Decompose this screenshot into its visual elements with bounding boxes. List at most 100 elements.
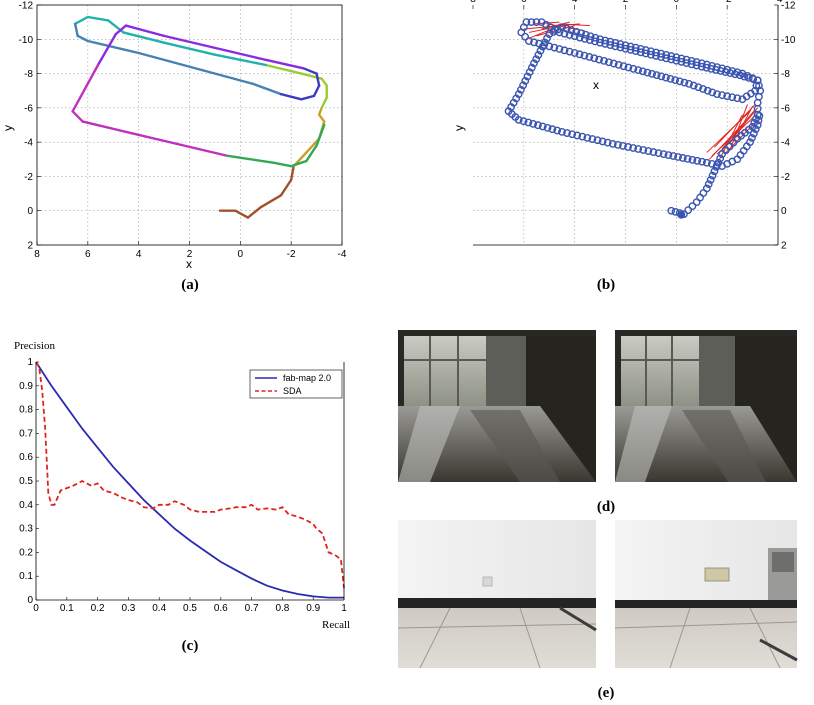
pose-marker <box>682 55 691 64</box>
photo-pair-e: (e) <box>397 520 798 701</box>
pose-marker <box>553 126 562 135</box>
trajectory-segment <box>272 161 293 168</box>
pose-marker <box>567 26 576 35</box>
y-tick-label: 0.4 <box>19 500 33 511</box>
y-tick-label: 0.5 <box>19 476 33 487</box>
pose-marker <box>517 28 526 37</box>
trajectory-segment <box>317 106 323 116</box>
trajectory-b <box>504 18 765 219</box>
pose-marker <box>588 135 597 143</box>
trajectory-segment <box>289 164 295 182</box>
pose-marker <box>728 67 737 75</box>
pose-marker <box>713 63 721 72</box>
pose-marker <box>578 132 587 141</box>
pose-marker <box>603 138 612 147</box>
pose-marker <box>534 121 542 130</box>
pose-marker <box>718 91 726 100</box>
legend-box <box>249 369 343 399</box>
x-ticks-c: 0 0.1 0.2 0.3 0.4 0.5 0.6 0.7 0.8 0.9 1 <box>33 597 347 614</box>
pose-marker <box>702 158 711 167</box>
trajectory-segment <box>300 94 316 101</box>
pose-marker <box>521 32 530 41</box>
pose-marker <box>536 46 545 55</box>
trajectory-segment <box>213 46 267 62</box>
trajectory-segment <box>73 15 90 26</box>
pose-marker <box>540 38 549 47</box>
y-tick-label: 0.7 <box>19 428 33 439</box>
trajectory-segment <box>317 113 326 123</box>
y-tick-label: -8 <box>781 69 790 80</box>
trajectory-segment <box>234 209 250 219</box>
pose-marker <box>703 86 712 95</box>
pose-marker <box>680 78 689 87</box>
y-tick-label: -4 <box>24 138 33 149</box>
pose-marker <box>543 34 551 43</box>
pose-marker <box>723 92 732 101</box>
pose-marker <box>657 72 666 81</box>
pose-marker <box>748 133 756 142</box>
pose-marker <box>662 50 671 59</box>
pose-marker <box>611 38 620 47</box>
pose-marker <box>654 149 663 158</box>
trajectory-segment <box>259 194 283 209</box>
x-tick-label: 0.1 <box>60 603 74 614</box>
pose-marker <box>671 76 680 85</box>
trajectory-segment <box>226 154 275 164</box>
pose-marker <box>527 18 536 27</box>
x-tick-label: 6 <box>521 0 527 5</box>
trajectory-segment <box>86 15 110 22</box>
pose-marker <box>538 42 547 51</box>
x-tick-label: 0.5 <box>183 603 197 614</box>
pose-marker <box>532 18 541 27</box>
pose-marker <box>619 142 627 150</box>
trajectory-segment <box>71 110 84 123</box>
pose-marker <box>685 79 693 88</box>
y-ticks-b: -12 -10 -8 -6 -4 -2 0 2 <box>774 1 796 252</box>
pose-marker <box>723 65 732 74</box>
pose-marker <box>575 50 584 59</box>
pose-marker <box>523 72 532 81</box>
x-tick-label: -4 <box>338 249 347 260</box>
pose-marker <box>718 64 726 73</box>
pose-marker <box>577 29 585 38</box>
pose-marker <box>688 155 697 164</box>
pose-marker <box>755 81 763 90</box>
pose-marker <box>698 157 706 166</box>
pose-marker <box>563 129 571 137</box>
pose-marker <box>525 68 534 77</box>
x-tick-label: -2 <box>723 0 732 5</box>
y-tick-label: -12 <box>19 1 34 12</box>
y-tick-label: 1 <box>27 357 33 368</box>
pose-marker <box>609 59 618 68</box>
pose-marker <box>613 140 622 149</box>
trajectory-segment <box>264 63 303 75</box>
trajectory-chart-b: 8 6 4 2 0 -2 -4 -12 -10 -8 -6 -4 -2 0 2 x y (b) <box>452 0 796 293</box>
y-axis-label-a: y <box>1 125 15 131</box>
pose-marker <box>746 138 754 147</box>
trajectory-segment <box>175 142 229 158</box>
pose-marker <box>636 44 645 53</box>
pose-marker <box>733 68 742 77</box>
pose-marker <box>525 37 533 45</box>
panel-label-a: (a) <box>181 277 199 293</box>
pose-marker <box>631 43 640 52</box>
y-ticks-a: -12 -10 -8 -6 -4 -2 0 2 <box>19 1 41 252</box>
pose-marker <box>600 57 608 65</box>
pose-marker <box>575 33 584 42</box>
x-ticks-a: 8 6 4 2 0 -2 -4 <box>34 241 347 260</box>
pose-marker <box>728 93 737 102</box>
x-axis-label-c: Recall <box>322 619 350 631</box>
pose-marker <box>639 146 648 154</box>
legend-c: fab-map 2.0 SDA <box>249 369 343 399</box>
pose-marker <box>659 150 668 159</box>
pose-marker <box>596 35 604 44</box>
pose-marker <box>674 153 682 161</box>
y-tick-label: 0.1 <box>19 571 33 582</box>
trajectory-segment <box>124 130 178 146</box>
pose-marker <box>586 32 595 41</box>
pose-marker <box>530 38 538 47</box>
x-tick-label: 6 <box>85 249 91 260</box>
photo-pair-d: (d) <box>398 330 797 515</box>
pose-marker <box>601 36 610 45</box>
